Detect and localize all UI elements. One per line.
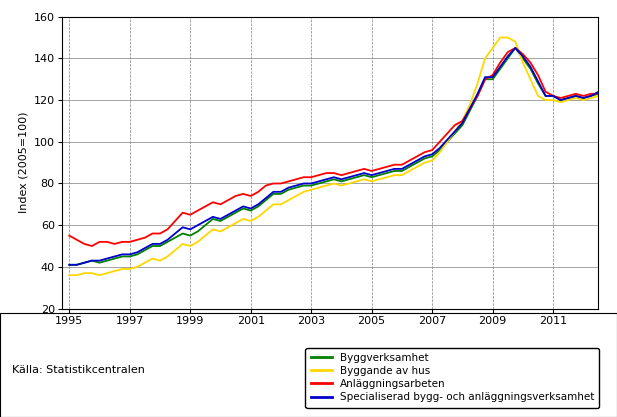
- Line: Byggande av hus: Byggande av hus: [69, 35, 617, 275]
- Anläggningsarbeten: [481, 77, 489, 82]
- Line: Byggverksamhet: Byggverksamhet: [69, 44, 617, 265]
- Byggverksamhet: [474, 93, 481, 98]
- Line: Specialiserad bygg- och anläggningsverksamhet: Specialiserad bygg- och anläggningsverks…: [69, 46, 617, 265]
- Byggverksamhet: [330, 177, 337, 182]
- Anläggningsarbeten: [337, 173, 345, 178]
- Byggande av hus: [451, 129, 458, 134]
- Byggande av hus: [65, 273, 73, 278]
- Anläggningsarbeten: [88, 244, 96, 249]
- Byggande av hus: [474, 81, 481, 86]
- Anläggningsarbeten: [428, 148, 436, 153]
- Specialiserad bygg- och anläggningsverksamhet: [428, 152, 436, 157]
- Byggande av hus: [428, 158, 436, 163]
- Y-axis label: Index (2005=100): Index (2005=100): [18, 112, 28, 214]
- Specialiserad bygg- och anläggningsverksamhet: [65, 262, 73, 267]
- Anläggningsarbeten: [65, 233, 73, 238]
- Anläggningsarbeten: [436, 139, 444, 144]
- Text: Källa: Statistikcentralen: Källa: Statistikcentralen: [12, 365, 145, 375]
- Anläggningsarbeten: [610, 95, 617, 100]
- Line: Anläggningsarbeten: Anläggningsarbeten: [69, 48, 617, 246]
- Anläggningsarbeten: [458, 118, 466, 123]
- Anläggningsarbeten: [511, 45, 519, 50]
- Specialiserad bygg- och anläggningsverksamhet: [451, 129, 458, 134]
- Byggverksamhet: [65, 262, 73, 267]
- Byggverksamhet: [595, 91, 602, 96]
- Specialiserad bygg- och anläggningsverksamhet: [595, 89, 602, 94]
- Specialiserad bygg- och anläggningsverksamhet: [330, 175, 337, 180]
- Byggverksamhet: [451, 131, 458, 136]
- Byggverksamhet: [421, 156, 428, 161]
- Specialiserad bygg- och anläggningsverksamhet: [474, 91, 481, 96]
- Byggande av hus: [330, 181, 337, 186]
- Specialiserad bygg- och anläggningsverksamhet: [421, 154, 428, 159]
- Byggande av hus: [595, 93, 602, 98]
- Byggande av hus: [421, 160, 428, 165]
- Legend: Byggverksamhet, Byggande av hus, Anläggningsarbeten, Specialiserad bygg- och anl: Byggverksamhet, Byggande av hus, Anläggn…: [305, 348, 600, 408]
- Byggverksamhet: [428, 154, 436, 159]
